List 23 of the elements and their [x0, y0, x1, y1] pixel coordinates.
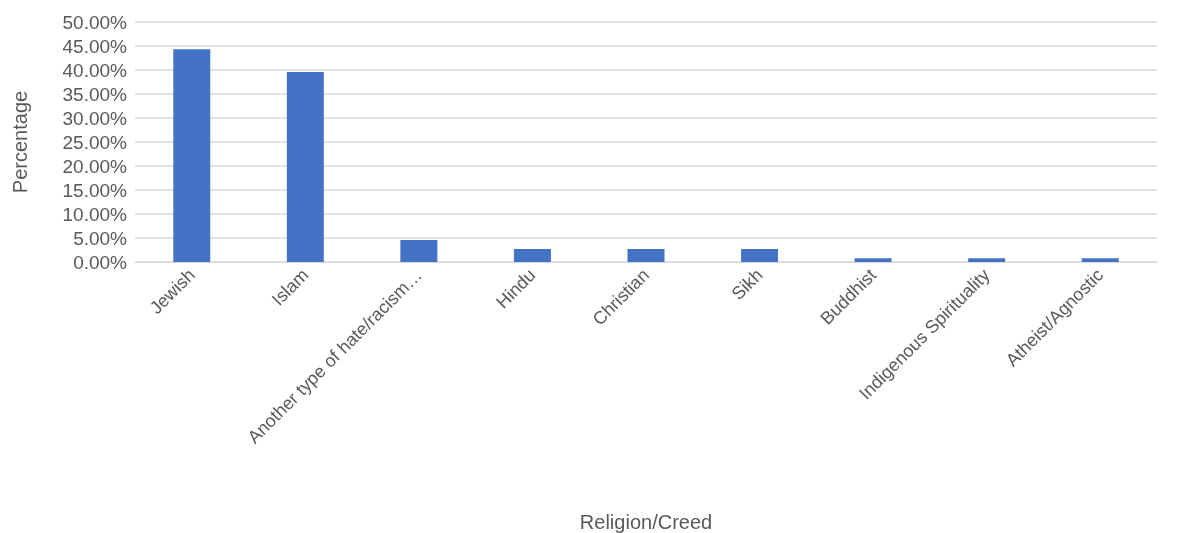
- y-tick-label: 50.00%: [62, 11, 128, 33]
- bar: [1081, 258, 1119, 262]
- bar: [854, 258, 892, 262]
- y-tick-label: 20.00%: [62, 155, 128, 177]
- bar: [400, 239, 438, 262]
- bar: [741, 249, 779, 262]
- y-tick-label: 25.00%: [62, 131, 128, 153]
- y-tick-label: 40.00%: [62, 59, 128, 81]
- y-tick-label: 15.00%: [62, 179, 128, 201]
- bar: [513, 249, 551, 262]
- y-tick-label: 0.00%: [73, 251, 128, 273]
- y-tick-label: 45.00%: [62, 35, 128, 57]
- bar: [627, 249, 665, 262]
- bar: [286, 71, 324, 262]
- y-tick-label: 30.00%: [62, 107, 128, 129]
- bar: [173, 49, 211, 262]
- y-tick-label: 10.00%: [62, 203, 128, 225]
- x-tick-label: Sikh: [727, 264, 767, 304]
- y-tick-label: 35.00%: [62, 83, 128, 105]
- bar: [968, 258, 1006, 262]
- x-axis-title: Religion/Creed: [579, 511, 713, 533]
- y-tick-label: 5.00%: [73, 227, 128, 249]
- y-axis-title: Percentage: [9, 90, 31, 194]
